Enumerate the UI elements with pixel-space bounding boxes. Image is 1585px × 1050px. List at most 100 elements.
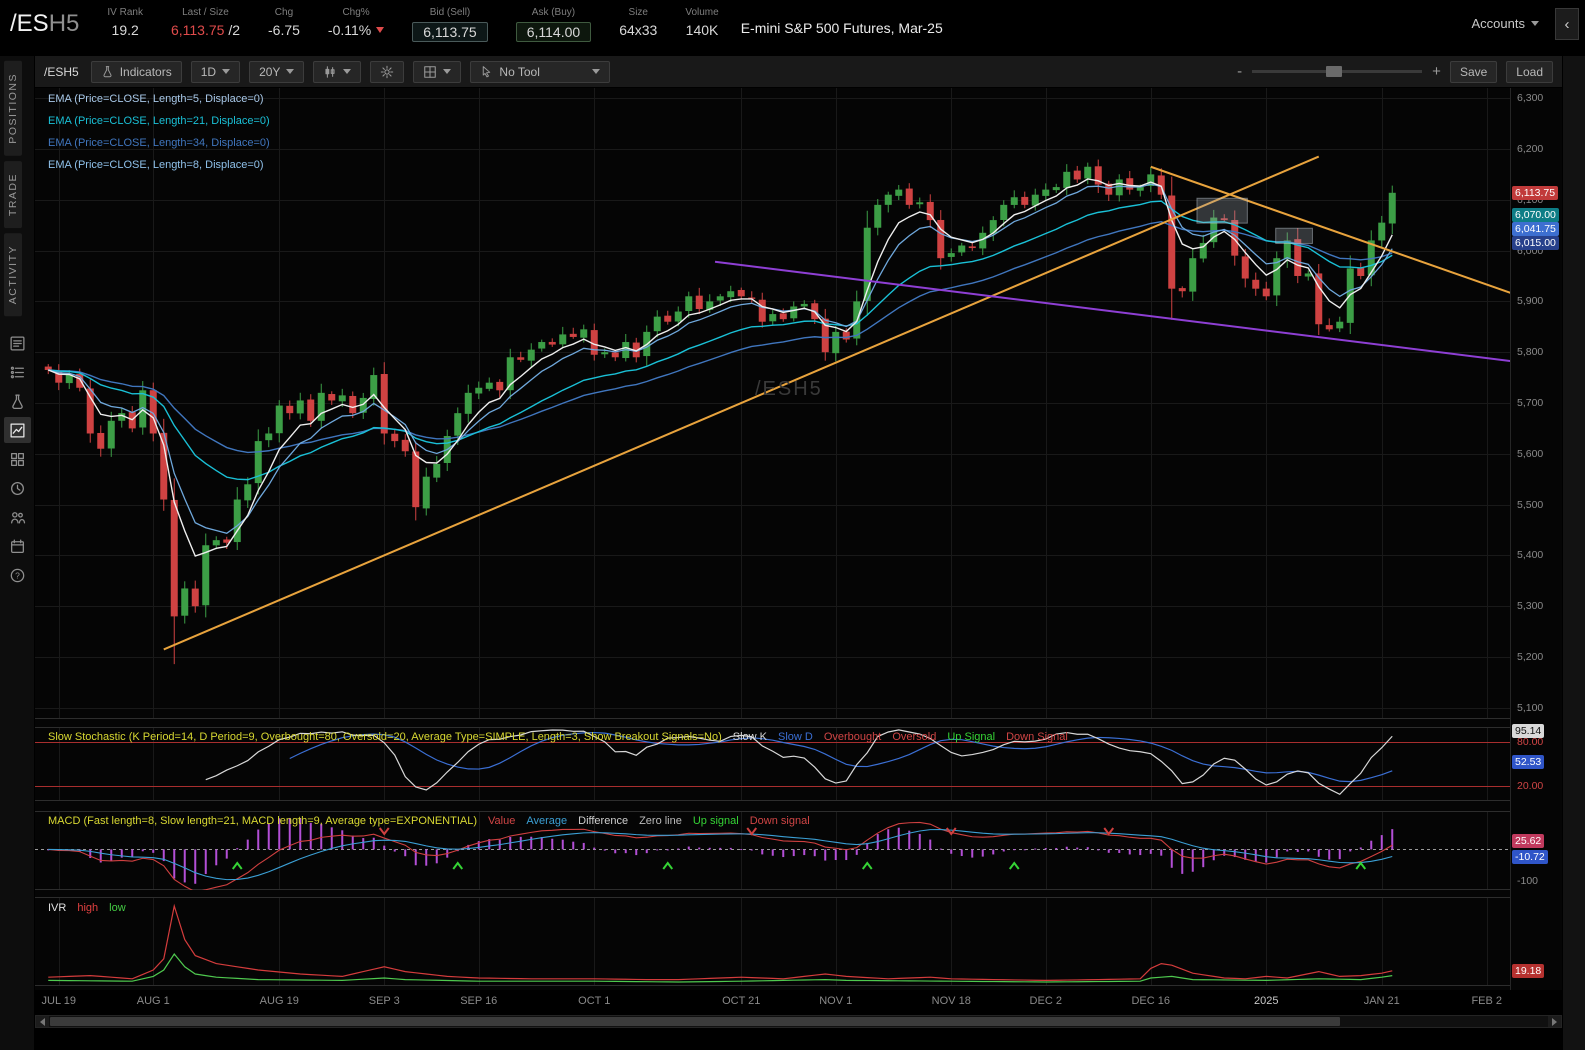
price-tick-label: 5,400	[1517, 549, 1544, 562]
chevron-left-icon: ‹	[1564, 15, 1570, 33]
timeframe-dropdown[interactable]: 1D	[190, 60, 241, 83]
apps-grid-icon[interactable]	[4, 446, 31, 472]
indicators-button[interactable]: Indicators	[90, 60, 182, 83]
sidebar-icon-stack: ?	[0, 330, 34, 588]
zoom-slider-thumb[interactable]	[1326, 66, 1343, 77]
tool-label: No Tool	[499, 64, 540, 79]
news-icon[interactable]	[4, 330, 31, 356]
scroll-left-button[interactable]	[36, 1016, 49, 1027]
watchlist-icon[interactable]	[4, 359, 31, 385]
ivr-value-bubble: 19.18	[1512, 963, 1545, 978]
settings-gear-button[interactable]	[370, 60, 405, 83]
macd-value-bubble: 25.62	[1512, 834, 1545, 849]
accounts-dropdown[interactable]: Accounts	[1472, 16, 1539, 31]
price-bubble: 6,041.75	[1512, 222, 1559, 237]
analyze-flask-icon[interactable]	[4, 388, 31, 414]
chg-value: -6.75	[268, 22, 300, 38]
chg-pct-value: -0.11%	[327, 22, 372, 38]
chevron-down-icon	[592, 69, 601, 74]
chg-field: Chg -6.75	[268, 0, 300, 38]
collapse-panel-button[interactable]: ‹	[1555, 8, 1579, 40]
zoom-out-button[interactable]: -	[1237, 63, 1243, 80]
grid-icon	[424, 65, 437, 78]
chart-toolbar: /ESH5 Indicators 1D 20Y No Tool - + Save…	[35, 56, 1562, 88]
chevron-down-icon	[286, 69, 295, 74]
chevron-down-icon	[222, 69, 231, 74]
ask-value[interactable]: 6,114.00	[515, 22, 592, 42]
help-icon[interactable]: ?	[4, 562, 31, 588]
load-button[interactable]: Load	[1506, 60, 1553, 83]
sidebar-tab-activity[interactable]: ACTIVITY	[4, 232, 22, 317]
price-tick-label: 6,200	[1517, 142, 1544, 155]
price-tick-label: 5,900	[1517, 295, 1544, 308]
chevron-down-icon	[1531, 21, 1539, 26]
price-bubble: 6,070.00	[1512, 208, 1559, 223]
scroll-right-button[interactable]	[1548, 1016, 1561, 1027]
drawing-tool-dropdown[interactable]: No Tool	[470, 60, 611, 83]
triangle-left-icon	[40, 1017, 45, 1026]
price-tick-label: 5,200	[1517, 651, 1544, 664]
bid-field: Bid (Sell) 6,113.75	[412, 0, 488, 42]
candlestick-icon	[325, 65, 335, 78]
zoom-slider[interactable]	[1252, 66, 1423, 77]
symbol-suffix: H5	[48, 10, 80, 37]
date-label: OCT 1	[578, 995, 611, 1007]
chg-label: Chg	[274, 7, 294, 18]
collapsed-panel-strip[interactable]	[1562, 56, 1585, 1050]
size-value: 64x33	[619, 22, 658, 38]
price-tick-label: 5,700	[1517, 397, 1544, 409]
range-value: 20Y	[259, 64, 281, 79]
chart-canvas[interactable]	[35, 88, 1510, 990]
iv-rank-field: IV Rank 19.2	[107, 0, 143, 38]
date-label: SEP 3	[368, 995, 400, 1007]
scrollbar-thumb[interactable]	[50, 1017, 1340, 1026]
sidebar-tab-trade[interactable]: TRADE	[4, 160, 22, 228]
bid-value[interactable]: 6,113.75	[412, 22, 488, 42]
history-clock-icon[interactable]	[4, 475, 31, 501]
top-header: /ESH5 IV Rank 19.2 Last / Size 6,113.75 …	[0, 0, 1585, 56]
triangle-right-icon	[1552, 1017, 1557, 1026]
share-people-icon[interactable]	[4, 504, 31, 530]
chart-type-dropdown[interactable]	[313, 60, 362, 83]
chevron-down-icon	[343, 69, 352, 74]
calendar-icon[interactable]	[4, 533, 31, 559]
price-bubble: 6,015.00	[1512, 235, 1559, 250]
date-label: NOV 1	[819, 995, 853, 1007]
macd-value-bubble: -10.72	[1512, 849, 1548, 864]
range-dropdown[interactable]: 20Y	[249, 60, 305, 83]
bid-label: Bid (Sell)	[429, 7, 471, 18]
chg-pct-label: Chg%	[342, 7, 370, 18]
save-label: Save	[1459, 64, 1488, 79]
last-size-field: Last / Size 6,113.75 /2	[171, 0, 240, 38]
symbol-root: /ES	[10, 10, 49, 37]
last-trade-size: /2	[228, 22, 240, 38]
chg-pct-field: Chg% -0.11%	[327, 0, 385, 38]
price-tick-label: 5,500	[1517, 498, 1544, 511]
indicators-label: Indicators	[119, 64, 172, 79]
iv-rank-value: 19.2	[111, 22, 139, 38]
date-label: AUG 1	[136, 995, 170, 1007]
stoch-value-bubble: 95.14	[1512, 724, 1545, 739]
date-label: NOV 18	[931, 995, 971, 1007]
chevron-down-icon	[443, 69, 452, 74]
zoom-in-button[interactable]: +	[1432, 63, 1441, 80]
iv-rank-label: IV Rank	[107, 7, 143, 18]
price-tick-label: 6,300	[1517, 92, 1544, 105]
chart-icon[interactable]	[3, 417, 31, 444]
cursor-icon	[483, 66, 491, 78]
size-label: Size	[628, 7, 648, 18]
ask-field: Ask (Buy) 6,114.00	[515, 0, 592, 42]
date-label: FEB 2	[1471, 995, 1503, 1007]
size-field: Size 64x33	[619, 0, 657, 38]
grid-layout-dropdown[interactable]	[413, 60, 462, 83]
price-axis[interactable]: 6,3006,2006,1006,0005,9005,8005,7005,600…	[1510, 88, 1562, 990]
save-button[interactable]: Save	[1449, 60, 1498, 83]
sidebar-tab-positions[interactable]: POSITIONS	[4, 61, 22, 156]
last-size-label: Last / Size	[182, 7, 229, 18]
price-bubble: 6,113.75	[1512, 185, 1559, 200]
zoom-control: - +	[1237, 63, 1441, 80]
horizontal-scrollbar[interactable]	[35, 1015, 1562, 1028]
svg-text:?: ?	[15, 570, 20, 580]
date-label: SEP 16	[460, 995, 498, 1007]
toolbar-symbol: /ESH5	[44, 64, 79, 79]
